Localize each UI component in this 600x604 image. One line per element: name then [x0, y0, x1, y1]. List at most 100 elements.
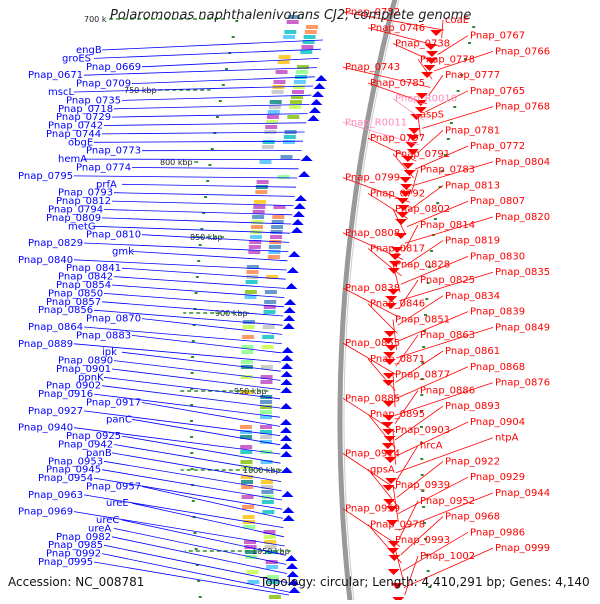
- gc-skew-mark: [208, 164, 211, 166]
- gene-label-forward: Pnap_0791: [395, 149, 450, 160]
- gene-label-forward: Pnap_0871: [370, 354, 425, 365]
- cog-band-inner: [247, 270, 259, 274]
- forward-gene-arrow: [399, 177, 411, 183]
- cog-band-inner: [262, 145, 274, 149]
- gene-label-forward: Pnap_0968: [445, 512, 500, 523]
- cog-band-outer: [261, 490, 273, 494]
- gc-skew-mark: [190, 436, 193, 438]
- gc-skew-mark: [199, 244, 202, 246]
- gene-label-forward: Pnap_0830: [470, 251, 525, 262]
- genome-summary-text: Topology: circular; Length: 4,410,291 bp…: [260, 575, 590, 589]
- gene-label-reverse: Pnap_0870: [86, 314, 141, 325]
- gene-label-reverse: gmk: [112, 246, 134, 257]
- cog-band-outer: [260, 435, 272, 439]
- gc-skew-mark: [422, 346, 425, 348]
- gene-leader-reverse: [122, 268, 286, 279]
- cog-band-outer: [269, 595, 281, 599]
- gene-leader-reverse: [132, 168, 299, 169]
- reverse-gene-arrow: [283, 515, 295, 521]
- cog-band-inner: [240, 445, 252, 449]
- cog-band-outer: [289, 105, 301, 109]
- cog-band-outer: [271, 230, 283, 234]
- reverse-gene-arrow: [309, 107, 321, 113]
- gene-label-forward: Pnap_0944: [495, 488, 550, 499]
- cog-band-inner: [284, 30, 296, 34]
- reverse-gene-arrow: [292, 219, 304, 225]
- reverse-gene-arrow: [283, 323, 295, 329]
- gene-label-reverse: Pnap_0840: [18, 255, 73, 266]
- reverse-gene-arrow: [307, 115, 319, 121]
- gene-leader-reverse: [122, 184, 296, 187]
- cog-band-outer: [260, 410, 272, 414]
- gc-skew-mark: [190, 452, 193, 454]
- reverse-gene-arrow: [280, 403, 292, 409]
- gene-label-forward: Pnap_0868: [470, 362, 525, 373]
- cog-band-outer: [262, 500, 274, 504]
- gene-leader-forward: [429, 75, 443, 96]
- gene-label-forward: aspS: [420, 110, 444, 121]
- gene-label-forward: Pnap_0804: [495, 157, 550, 168]
- gene-label-reverse: Pnap_0969: [18, 507, 73, 518]
- kbp-marker: 700 k: [84, 15, 107, 24]
- cog-band-outer: [262, 335, 274, 339]
- gene-leader-reverse: [132, 419, 280, 445]
- reverse-gene-arrow: [286, 563, 298, 569]
- cog-band-outer: [305, 30, 317, 34]
- gene-label-reverse: ureE: [106, 498, 129, 509]
- cog-band-inner: [241, 460, 253, 464]
- cog-band-inner: [263, 140, 275, 144]
- cog-band-outer: [260, 400, 272, 404]
- cog-band-inner: [279, 55, 291, 59]
- gc-skew-mark: [206, 180, 209, 182]
- cog-band-outer: [264, 535, 276, 539]
- gene-label-forward: Pnap_0746: [370, 23, 425, 34]
- gene-label-forward: Pnap_0839: [470, 307, 525, 318]
- gene-label-forward: gpsA: [370, 464, 395, 475]
- gc-skew-mark: [450, 122, 453, 124]
- gene-label-forward: Pnap_0895: [370, 409, 425, 420]
- cog-band-outer: [261, 380, 273, 384]
- gene-label-forward: Pnap_0863: [420, 330, 475, 341]
- reverse-gene-arrow: [280, 443, 292, 449]
- gc-skew-mark: [191, 372, 194, 374]
- gc-skew-mark: [191, 468, 194, 470]
- forward-gene-arrow: [382, 485, 394, 491]
- gene-label-reverse: Pnap_0917: [86, 398, 141, 409]
- cog-band-outer: [263, 325, 275, 329]
- cog-band-outer: [281, 155, 293, 159]
- cog-band-outer: [290, 100, 302, 104]
- cog-band-inner: [253, 205, 265, 209]
- reverse-gene-arrow: [291, 227, 303, 233]
- cog-band-outer: [272, 215, 284, 219]
- reverse-gene-arrow: [282, 507, 294, 513]
- gene-leader-reverse: [132, 335, 281, 352]
- gc-skew-mark: [447, 138, 450, 140]
- reverse-gene-arrow: [281, 355, 293, 361]
- reverse-gene-arrow: [284, 299, 296, 305]
- cog-band-inner: [242, 495, 254, 499]
- gene-label-forward: Pnap_0876: [495, 378, 550, 389]
- reverse-gene-arrow: [282, 347, 294, 353]
- gene-label-forward: Pnap_0781: [445, 125, 500, 136]
- gene-label-forward: Pnap_0792: [370, 188, 425, 199]
- cog-band-outer: [260, 425, 272, 429]
- gene-label-forward: Pnap_0904: [470, 417, 525, 428]
- cog-band-inner: [283, 35, 295, 39]
- gene-label-forward: Pnap_0766: [495, 46, 550, 57]
- gene-label-reverse: Pnap_0709: [76, 79, 131, 90]
- cog-band-inner: [276, 70, 288, 74]
- reverse-gene-arrow: [287, 267, 299, 273]
- cog-band-inner: [255, 190, 267, 194]
- cog-band-outer: [264, 300, 276, 304]
- cog-band-inner: [247, 580, 259, 584]
- cog-band-outer: [292, 90, 304, 94]
- gene-label-forward: Pnap_0743: [345, 62, 400, 73]
- gene-label-forward: Pnap_0893: [445, 401, 500, 412]
- gc-skew-mark: [194, 532, 197, 534]
- gene-label-forward: Pnap_0849: [495, 322, 550, 333]
- gene-label-forward: Pnap_0885: [345, 393, 400, 404]
- gene-label-forward: Pnap_0767: [470, 31, 525, 42]
- gene-label-forward: Pnap_0914: [345, 449, 400, 460]
- cog-band-inner: [260, 160, 272, 164]
